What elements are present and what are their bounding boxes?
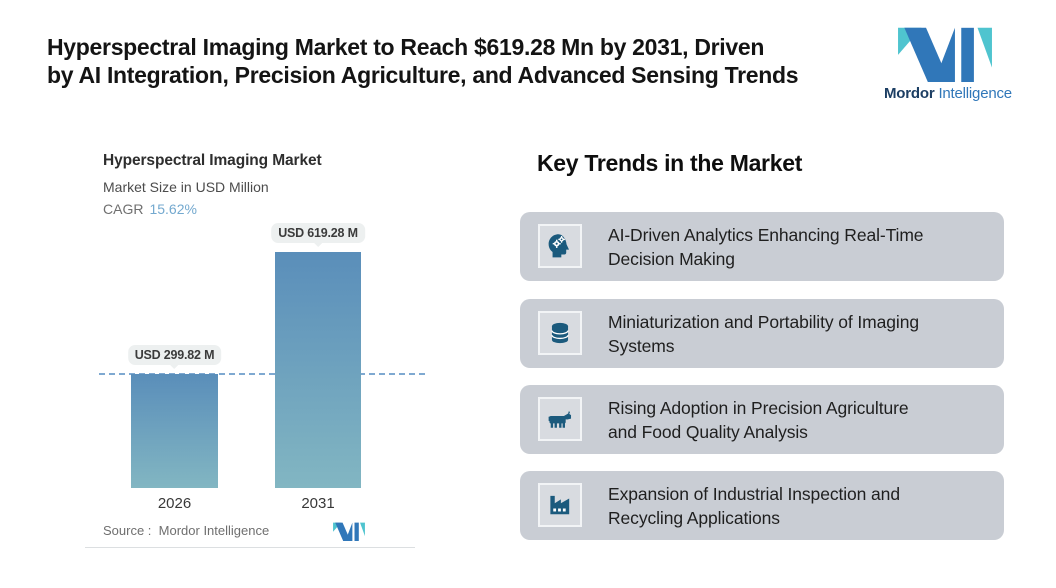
trend-text-line1: Miniaturization and Portability of Imagi… [608, 311, 919, 332]
mordor-logo-mark-icon [898, 27, 992, 82]
mordor-mini-logo-icon [333, 522, 365, 541]
page-title-line1: Hyperspectral Imaging Market to Reach $6… [47, 34, 765, 60]
bar-2031: USD 619.28 M 2031 [271, 223, 365, 512]
baseline-dashed-line [99, 373, 425, 375]
chart-title: Hyperspectral Imaging Market [103, 152, 322, 169]
ai-head-gears-icon [538, 224, 582, 268]
brand-wordmark: Mordor Intelligence [884, 85, 1012, 102]
trend-card-industrial: Expansion of Industrial Inspection and R… [520, 471, 1004, 540]
trend-text: Expansion of Industrial Inspection and R… [608, 482, 900, 530]
page-title: Hyperspectral Imaging Market to Reach $6… [47, 33, 887, 89]
chart-source: Source : Mordor Intelligence [103, 523, 269, 538]
trend-text-line2: and Food Quality Analysis [608, 421, 808, 442]
trend-text-line1: Rising Adoption in Precision Agriculture [608, 397, 909, 418]
factory-icon [538, 483, 582, 527]
trend-text: Miniaturization and Portability of Imagi… [608, 310, 919, 358]
trend-text-line1: AI-Driven Analytics Enhancing Real-Time [608, 224, 924, 245]
bar-2026: USD 299.82 M 2026 [127, 345, 222, 512]
page-title-line2: by AI Integration, Precision Agriculture… [47, 62, 799, 88]
trend-text: Rising Adoption in Precision Agriculture… [608, 396, 909, 444]
source-label: Source : [103, 523, 152, 538]
brand-name-regular: Intelligence [938, 85, 1012, 102]
chart-cagr: CAGR 15.62% [103, 201, 197, 217]
trend-text: AI-Driven Analytics Enhancing Real-Time … [608, 223, 924, 271]
cow-icon [538, 397, 582, 441]
trend-card-agriculture: Rising Adoption in Precision Agriculture… [520, 385, 1004, 454]
mordor-intelligence-logo: Mordor Intelligence [884, 26, 1012, 102]
bar-2026-column [131, 374, 218, 488]
bar-2031-value-badge: USD 619.28 M [271, 223, 365, 243]
chart-subtitle: Market Size in USD Million [103, 179, 269, 195]
bar-2026-label: 2026 [157, 495, 192, 512]
source-value: Mordor Intelligence [158, 523, 270, 538]
bar-2026-value-badge: USD 299.82 M [127, 345, 222, 365]
bar-2031-column [275, 252, 361, 488]
trend-card-ai-analytics: AI-Driven Analytics Enhancing Real-Time … [520, 212, 1004, 281]
cagr-label: CAGR [103, 201, 144, 217]
cagr-value: 15.62% [149, 201, 197, 217]
trend-text-line2: Systems [608, 335, 675, 356]
brand-name-bold: Mordor [884, 85, 935, 102]
trends-heading: Key Trends in the Market [537, 150, 803, 176]
bar-2031-label: 2031 [301, 495, 335, 512]
database-icon [538, 311, 582, 355]
trend-text-line2: Decision Making [608, 248, 735, 269]
trend-card-miniaturization: Miniaturization and Portability of Imagi… [520, 299, 1004, 368]
trend-text-line2: Recycling Applications [608, 507, 780, 528]
trend-text-line1: Expansion of Industrial Inspection and [608, 483, 900, 504]
market-size-chart: Hyperspectral Imaging Market Market Size… [85, 140, 425, 548]
